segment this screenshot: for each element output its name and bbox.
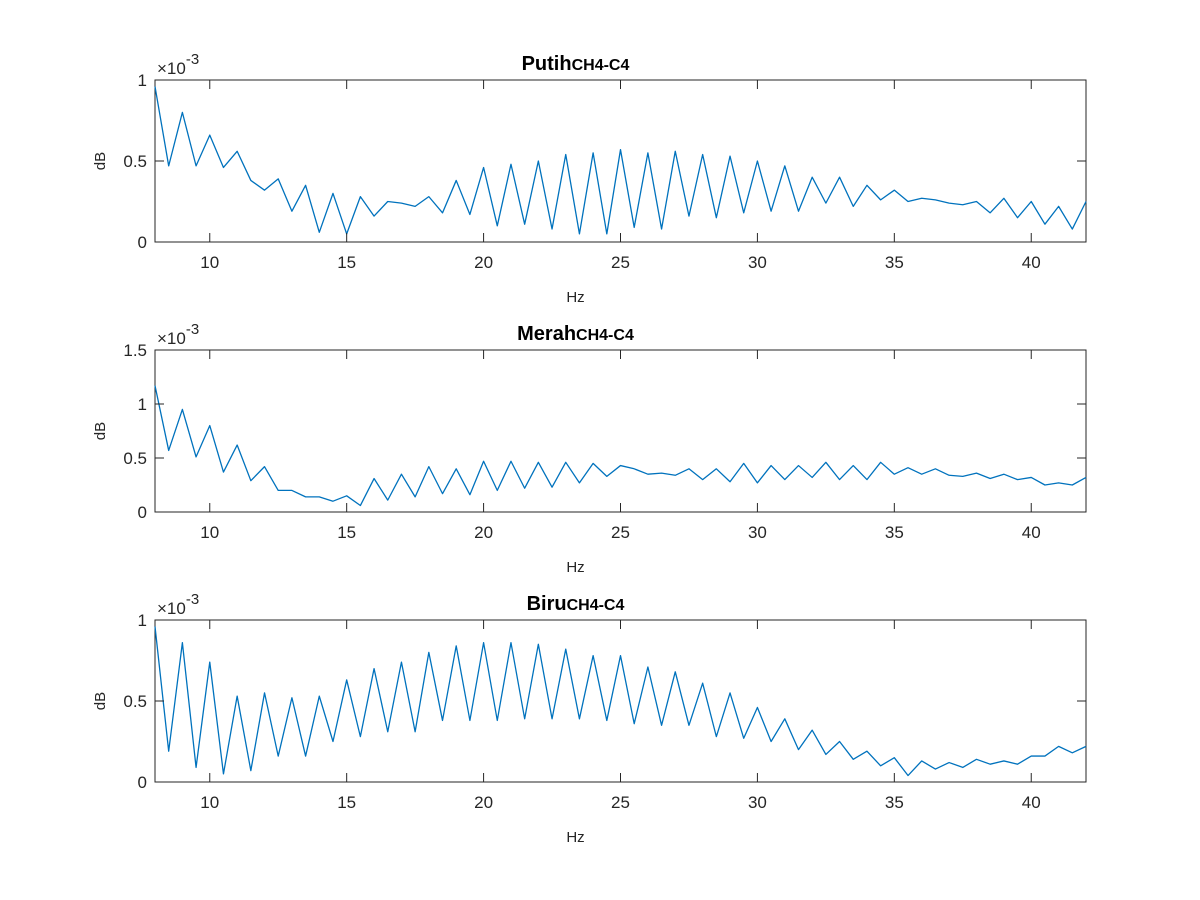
series-line <box>154 86 1087 235</box>
x-tick-label: 25 <box>611 253 630 272</box>
y-tick-label: 0 <box>138 503 147 522</box>
exponent-power: -3 <box>186 51 199 68</box>
y-axis-label: dB <box>92 152 109 170</box>
y-tick-label: 1 <box>138 611 147 630</box>
x-tick-label: 25 <box>611 793 630 812</box>
exponent-base: ×10 <box>157 329 186 348</box>
x-tick-label: 10 <box>200 793 219 812</box>
exponent-label: ×10-3 <box>157 51 199 78</box>
plot-area <box>154 619 1087 783</box>
y-axis-label: dB <box>92 422 109 440</box>
x-tick-label: 35 <box>885 253 904 272</box>
x-tick-label: 20 <box>474 253 493 272</box>
y-tick-label: 0.5 <box>123 449 147 468</box>
exponent-base: ×10 <box>157 599 186 618</box>
y-tick-label: 1 <box>138 395 147 414</box>
y-tick-label: 0.5 <box>123 692 147 711</box>
x-tick-label: 40 <box>1022 253 1041 272</box>
chart-title: BiruCH4-C4 <box>527 593 625 615</box>
chart-title-sub: CH4-C4 <box>567 597 625 614</box>
exponent-label: ×10-3 <box>157 591 199 618</box>
x-tick-label: 20 <box>474 793 493 812</box>
x-tick-label: 15 <box>337 253 356 272</box>
x-tick-label: 35 <box>885 523 904 542</box>
x-tick-label: 30 <box>748 523 767 542</box>
x-tick-label: 40 <box>1022 523 1041 542</box>
series-line <box>154 385 1087 507</box>
x-axis-label: Hz <box>566 559 584 576</box>
chart-title: PutihCH4-C4 <box>522 53 630 75</box>
y-tick-label: 0.5 <box>123 152 147 171</box>
x-tick-label: 15 <box>337 523 356 542</box>
exponent-label: ×10-3 <box>157 321 199 348</box>
y-tick-label: 1.5 <box>123 341 147 360</box>
subplot-3: 10 15 20 25 30 35 40 0 0.5 1 ×10-3 Hz dB BiruCH4-C4 <box>92 591 1087 846</box>
y-tick-label: 0 <box>138 773 147 792</box>
y-tick-label: 0 <box>138 233 147 252</box>
chart-title: MerahCH4-C4 <box>517 323 634 345</box>
x-axis-label: Hz <box>566 829 584 846</box>
chart-title-main: Merah <box>517 323 576 345</box>
x-axis-label: Hz <box>566 289 584 306</box>
exponent-power: -3 <box>186 591 199 608</box>
x-tick-label: 10 <box>200 523 219 542</box>
x-tick-label: 20 <box>474 523 493 542</box>
x-tick-label: 30 <box>748 793 767 812</box>
chart-title-main: Biru <box>527 593 567 615</box>
x-tick-label: 25 <box>611 523 630 542</box>
chart-title-main: Putih <box>522 53 572 75</box>
subplot-1: 10 15 20 25 30 35 40 0 0.5 1 ×10-3 Hz dB PutihCH4-C4 <box>92 51 1087 306</box>
x-tick-label: 40 <box>1022 793 1041 812</box>
plot-area <box>154 349 1087 513</box>
x-tick-label: 35 <box>885 793 904 812</box>
chart-title-sub: CH4-C4 <box>576 327 634 344</box>
y-tick-label: 1 <box>138 71 147 90</box>
chart-title-sub: CH4-C4 <box>572 57 630 74</box>
plot-area <box>154 79 1087 243</box>
x-tick-label: 15 <box>337 793 356 812</box>
x-tick-label: 30 <box>748 253 767 272</box>
exponent-power: -3 <box>186 321 199 338</box>
series-line <box>154 626 1087 777</box>
x-tick-label: 10 <box>200 253 219 272</box>
exponent-base: ×10 <box>157 59 186 78</box>
y-axis-label: dB <box>92 692 109 710</box>
subplot-2: 10 15 20 25 30 35 40 0 0.5 1 1.5 ×10-3 Hz dB MerahCH4-… <box>92 321 1087 576</box>
